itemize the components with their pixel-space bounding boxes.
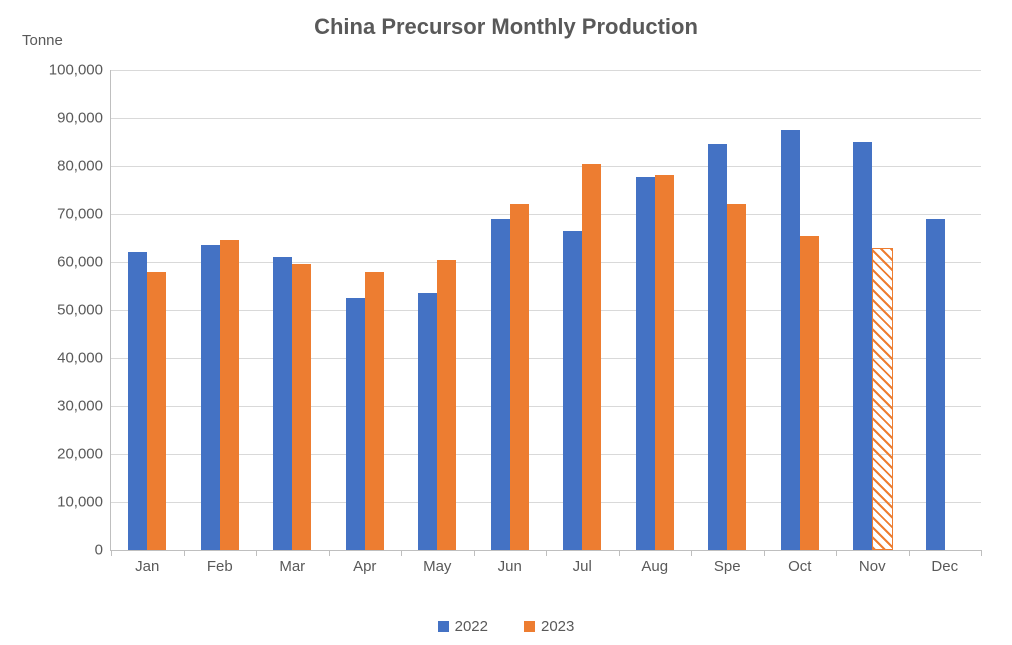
gridline [111,502,981,503]
x-tick-label: Oct [788,558,811,575]
bar [491,219,510,550]
gridline [111,166,981,167]
y-tick-label: 80,000 [57,158,103,175]
x-tick-mark [909,550,910,556]
x-tick-mark [256,550,257,556]
bar [582,164,601,550]
x-tick-mark [691,550,692,556]
gridline [111,262,981,263]
bar [636,177,655,550]
x-tick-label: Feb [207,558,233,575]
legend-swatch [438,621,449,632]
x-tick-label: Jun [498,558,522,575]
x-tick-mark [401,550,402,556]
y-tick-label: 60,000 [57,254,103,271]
bar [292,264,311,550]
x-tick-mark [111,550,112,556]
y-tick-label: 70,000 [57,206,103,223]
x-tick-mark [619,550,620,556]
legend-item: 2023 [524,618,574,635]
x-tick-mark [764,550,765,556]
x-tick-label: Apr [353,558,376,575]
gridline [111,358,981,359]
bar [655,175,674,550]
x-tick-mark [836,550,837,556]
y-tick-label: 20,000 [57,446,103,463]
legend-item: 2022 [438,618,488,635]
chart-container: China Precursor Monthly Production Tonne… [0,0,1012,645]
bar [437,260,456,550]
bar [273,257,292,550]
y-tick-label: 10,000 [57,494,103,511]
gridline [111,406,981,407]
bar [418,293,437,550]
y-tick-label: 100,000 [49,62,103,79]
bar [800,236,819,550]
gridline [111,118,981,119]
x-tick-label: Mar [279,558,305,575]
x-tick-mark [474,550,475,556]
plot-area: 010,00020,00030,00040,00050,00060,00070,… [110,70,981,551]
bar [563,231,582,550]
x-tick-label: Jul [573,558,592,575]
x-tick-label: Jan [135,558,159,575]
y-axis-title: Tonne [22,32,63,49]
y-tick-label: 30,000 [57,398,103,415]
bar [727,204,746,550]
x-tick-mark [546,550,547,556]
x-tick-label: Dec [931,558,958,575]
x-tick-label: Aug [641,558,668,575]
bar [346,298,365,550]
x-tick-mark [981,550,982,556]
bar [220,240,239,550]
bar [708,144,727,550]
legend-label: 2023 [541,618,574,635]
chart-title: China Precursor Monthly Production [0,14,1012,40]
bar [510,204,529,550]
bar [781,130,800,550]
bar [147,272,166,550]
x-tick-label: Spe [714,558,741,575]
gridline [111,214,981,215]
legend-label: 2022 [455,618,488,635]
x-tick-label: Nov [859,558,886,575]
bar [872,248,893,550]
x-tick-label: May [423,558,451,575]
bar [128,252,147,550]
gridline [111,454,981,455]
bar [201,245,220,550]
y-tick-label: 0 [95,542,103,559]
legend-swatch [524,621,535,632]
y-tick-label: 50,000 [57,302,103,319]
y-tick-label: 90,000 [57,110,103,127]
bar [926,219,945,550]
gridline [111,70,981,71]
bar [853,142,872,550]
x-tick-mark [184,550,185,556]
gridline [111,310,981,311]
legend: 2022 2023 [0,618,1012,637]
x-tick-mark [329,550,330,556]
y-tick-label: 40,000 [57,350,103,367]
bar [365,272,384,550]
